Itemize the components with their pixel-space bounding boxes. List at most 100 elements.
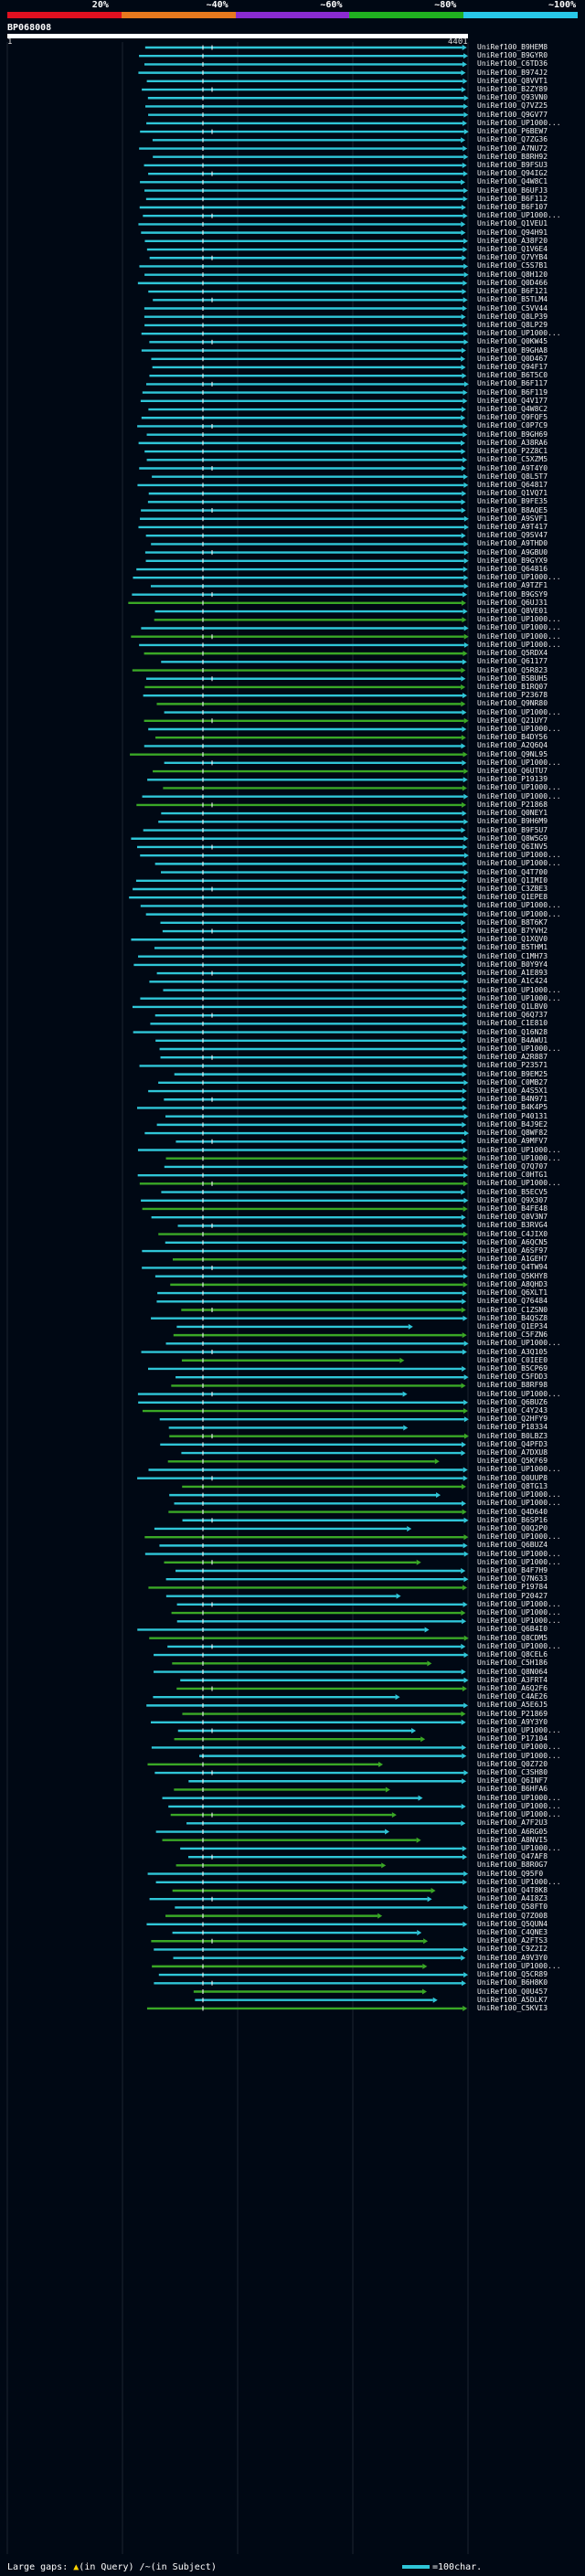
hit-label[interactable]: UniRef100_UP1000... [477,1617,561,1626]
hit-label[interactable]: UniRef100_Q8LP39 [477,312,548,321]
hit-alignment[interactable] [177,1223,467,1229]
hit-label[interactable]: UniRef100_P20427 [477,1591,548,1600]
hit-alignment[interactable] [132,591,468,598]
hit-label[interactable]: UniRef100_B6H8K0 [477,1978,548,1988]
hit-alignment[interactable] [153,297,468,303]
hit-alignment[interactable] [165,1576,469,1583]
hit-alignment[interactable] [149,255,467,261]
hit-alignment[interactable] [176,1568,466,1574]
hit-label[interactable]: UniRef100_P19139 [477,775,548,784]
hit-alignment[interactable] [165,1239,468,1246]
hit-label[interactable]: UniRef100_Q1IMI0 [477,875,548,885]
hit-label[interactable]: UniRef100_B6T5C0 [477,371,548,380]
hit-label[interactable]: UniRef100_B4FE48 [477,1203,548,1213]
hit-alignment[interactable] [138,953,468,959]
hit-label[interactable]: UniRef100_Q6UJ31 [477,598,548,607]
hit-label[interactable]: UniRef100_Q1EP34 [477,1321,548,1330]
hit-alignment[interactable] [173,1256,467,1263]
hit-label[interactable]: UniRef100_B9EM25 [477,1069,548,1078]
hit-alignment[interactable] [142,389,468,396]
hit-label[interactable]: UniRef100_Q2HFY9 [477,1415,548,1424]
hit-alignment[interactable] [139,1181,468,1187]
hit-label[interactable]: UniRef100_Q9FQF5 [477,413,548,422]
hit-label[interactable]: UniRef100_B8AQE5 [477,505,548,514]
hit-alignment[interactable] [176,1139,466,1145]
hit-label[interactable]: UniRef100_Q7ZG36 [477,135,548,144]
hit-label[interactable]: UniRef100_Q8CDM5 [477,1633,548,1642]
hit-alignment[interactable] [155,1037,466,1044]
hit-label[interactable]: UniRef100_B9GYX9 [477,556,548,565]
hit-label[interactable]: UniRef100_Q94IG2 [477,169,548,178]
hit-label[interactable]: UniRef100_Q1XQV0 [477,935,548,944]
hit-label[interactable]: UniRef100_UP1000... [477,783,561,792]
hit-alignment[interactable] [151,541,469,547]
hit-alignment[interactable] [138,1399,469,1405]
hit-label[interactable]: UniRef100_Q1VQ71 [477,489,548,498]
hit-label[interactable]: UniRef100_UP1000... [477,909,561,918]
hit-alignment[interactable] [151,1315,468,1321]
hit-label[interactable]: UniRef100_Q4T700 [477,867,548,876]
hit-label[interactable]: UniRef100_Q4D640 [477,1507,548,1516]
hit-label[interactable]: UniRef100_B8R0G7 [477,1860,548,1870]
hit-alignment[interactable] [139,263,469,270]
hit-label[interactable]: UniRef100_Q5RDX4 [477,649,548,658]
hit-alignment[interactable] [153,1694,400,1701]
hit-alignment[interactable] [154,617,467,623]
hit-label[interactable]: UniRef100_Q64816 [477,565,548,574]
hit-alignment[interactable] [144,271,469,278]
hit-label[interactable]: UniRef100_Q0D467 [477,354,548,363]
hit-alignment[interactable] [144,449,466,455]
hit-alignment[interactable] [152,1963,428,1969]
hit-alignment[interactable] [151,1744,467,1751]
hit-alignment[interactable] [144,45,467,50]
hit-alignment[interactable] [181,1307,466,1313]
hit-label[interactable]: UniRef100_Q1V6E4 [477,245,548,254]
hit-label[interactable]: UniRef100_Q1EPE8 [477,893,548,902]
hit-label[interactable]: UniRef100_C4Y243 [477,1406,548,1415]
hit-alignment[interactable] [160,919,466,926]
hit-alignment[interactable] [137,1105,468,1111]
hit-label[interactable]: UniRef100_UP1000... [477,631,561,641]
hit-alignment[interactable] [154,1669,466,1675]
hit-alignment[interactable] [141,415,466,421]
hit-alignment[interactable] [199,1753,467,1759]
hit-label[interactable]: UniRef100_Q8VE01 [477,607,548,616]
hit-alignment[interactable] [148,1467,468,1473]
hit-alignment[interactable] [153,769,469,775]
hit-alignment[interactable] [161,659,467,665]
hit-alignment[interactable] [142,1248,468,1255]
hit-alignment[interactable] [149,373,467,379]
hit-label[interactable]: UniRef100_Q9GV77 [477,110,548,119]
hit-label[interactable]: UniRef100_UP1000... [477,1490,561,1500]
hit-alignment[interactable] [141,1197,469,1203]
hit-alignment[interactable] [132,667,466,673]
hit-label[interactable]: UniRef100_B5BUH5 [477,673,548,683]
hit-alignment[interactable] [144,313,466,320]
hit-label[interactable]: UniRef100_Q4V177 [477,396,548,405]
hit-label[interactable]: UniRef100_B4F7H9 [477,1566,548,1574]
hit-alignment[interactable] [161,811,467,817]
hit-alignment[interactable] [163,785,467,791]
hit-alignment[interactable] [165,1155,468,1161]
hit-alignment[interactable] [180,1677,469,1683]
hit-label[interactable]: UniRef100_B8RH92 [477,152,548,161]
hit-alignment[interactable] [168,1803,466,1809]
hit-label[interactable]: UniRef100_B5CP69 [477,1363,548,1373]
hit-alignment[interactable] [140,515,469,522]
hit-alignment[interactable] [136,801,467,808]
hit-label[interactable]: UniRef100_Q8WF82 [477,1129,548,1138]
hit-alignment[interactable] [148,491,467,497]
hit-label[interactable]: UniRef100_Q6B4I0 [477,1625,548,1634]
hit-alignment[interactable] [144,162,467,168]
hit-label[interactable]: UniRef100_B9GH69 [477,429,548,439]
hit-label[interactable]: UniRef100_A8QHD3 [477,1279,548,1288]
hit-alignment[interactable] [193,1988,427,1995]
hit-alignment[interactable] [140,398,468,404]
hit-label[interactable]: UniRef100_UP1000... [477,1153,561,1162]
hit-label[interactable]: UniRef100_UP1000... [477,1389,561,1398]
hit-alignment[interactable] [159,1542,468,1549]
hit-alignment[interactable] [141,1349,467,1355]
hit-label[interactable]: UniRef100_A1GEH7 [477,1255,548,1264]
hit-label[interactable]: UniRef100_B6HFA6 [477,1785,548,1794]
hit-label[interactable]: UniRef100_B0LBZ3 [477,1431,548,1440]
